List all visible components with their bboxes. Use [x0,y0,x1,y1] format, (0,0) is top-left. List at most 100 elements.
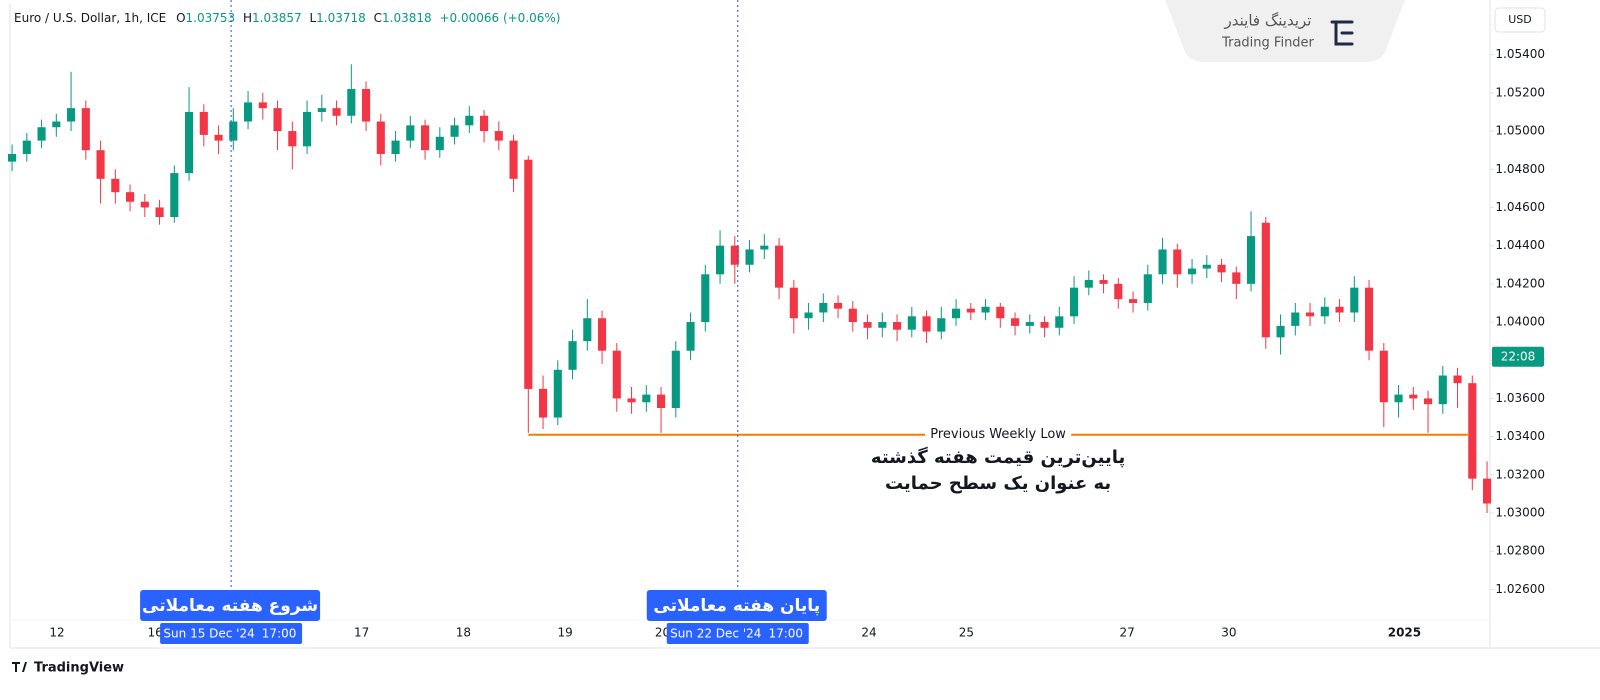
currency-box [1494,7,1546,33]
c-value: 1.03818 [382,11,432,25]
candle-body [907,316,916,330]
symbol: Euro / U.S. Dollar, 1h, ICE [14,11,166,25]
candle-body [819,302,828,313]
candle-body [1128,299,1138,303]
candle-body [140,201,149,208]
candle-body [332,108,341,116]
candle-body [37,127,46,141]
x-tick-label: 16 [147,626,162,640]
candle-body [1364,287,1374,351]
candle-body [1291,312,1300,326]
candle-body [1379,350,1388,403]
candle-body [126,192,135,202]
x-tick-label: 12 [49,626,64,640]
candle-body [1099,280,1108,284]
candle-body [52,121,61,128]
candle-body [671,350,680,408]
candle-body [1158,249,1167,275]
candle-body [185,111,194,174]
h-label: H [243,11,252,25]
y-tick-label: 1.04400 [1495,238,1545,252]
y-tick-label: 1.05400 [1495,47,1545,61]
annotation: پایین‌ترین قیمت هفته گذشته [871,446,1125,468]
candle-body [583,318,592,342]
candle-body [1187,268,1197,275]
o-value: 1.03753 [186,11,236,25]
x-tick-label: 20 [655,626,670,640]
candle-body [229,121,238,141]
candle-body [8,153,17,162]
candle-body [745,249,754,265]
y-tick-label: 1.04000 [1495,315,1545,329]
event-time: 17:00 [262,627,297,641]
event-label: پایان هفته معاملاتی [653,596,820,616]
x-tick-label: 17 [354,626,369,640]
x-tick-label: 25 [959,626,974,640]
candle-body [553,369,562,418]
level-label-bg [925,425,1072,444]
y-tick-label: 1.03000 [1495,506,1545,520]
candle-body [539,388,548,418]
candle-body [966,308,975,313]
candle-body [391,140,400,154]
event-label: شروع هفته معاملاتی [142,596,318,616]
candle-body [612,350,621,399]
candle-body [760,245,769,250]
candle-body [303,111,312,147]
candle-body [1423,398,1433,405]
brand-latin: Trading Finder [1221,36,1314,51]
candle-body [494,131,503,141]
candle-body [1084,280,1093,288]
candle-body [421,125,430,151]
candle-body [657,394,666,408]
h-value: 1.03857 [252,11,302,25]
candle-body [288,131,297,147]
x-tick-label: 27 [1120,626,1135,640]
y-tick-label: 1.04800 [1495,162,1545,176]
candle-body [317,108,326,112]
candle-body [67,108,76,122]
logo-panel [1165,0,1405,62]
x-tick-label: 2025 [1388,626,1421,640]
event-date: Sun 15 Dec '24 [163,627,254,641]
candle-body [834,302,843,309]
candle-body [1409,394,1418,399]
candle-body [376,121,385,154]
candle-body [244,102,253,122]
x-tick-label: 18 [456,626,471,640]
candle-body [155,207,164,218]
candle-body [848,308,857,323]
candle-body [775,245,784,288]
candles [8,64,1492,514]
candle-body [996,306,1005,319]
candle-body [465,115,474,126]
y-tick-label: 1.02800 [1495,544,1545,558]
candle-body [1261,222,1270,338]
candle-body [1025,322,1034,326]
candle-body [1276,325,1285,338]
candle-body [716,245,725,275]
candle-body [686,322,695,351]
o-label: O [176,11,185,25]
y-tick-label: 1.02600 [1495,582,1545,596]
candle-body [1217,264,1226,273]
candle-body [406,125,415,141]
candle-body [951,308,961,319]
candle-body [922,316,931,332]
last-price-tag [1492,346,1544,367]
y-tick-label: 1.05000 [1495,124,1545,138]
candle-body [937,318,946,332]
candle-body [1114,283,1123,300]
logo-icon [1330,20,1354,46]
y-tick-label: 1.03400 [1495,429,1545,443]
candle-body [524,159,533,389]
candle-body [199,111,208,135]
y-tick-label: 1.03600 [1495,391,1545,405]
header: Euro / U.S. Dollar, 1h, ICE O1.03753 H1.… [14,11,560,25]
candle-body [1320,306,1329,317]
candle-body [1010,318,1020,326]
candle-body [258,102,267,109]
candle-body [1232,272,1241,284]
